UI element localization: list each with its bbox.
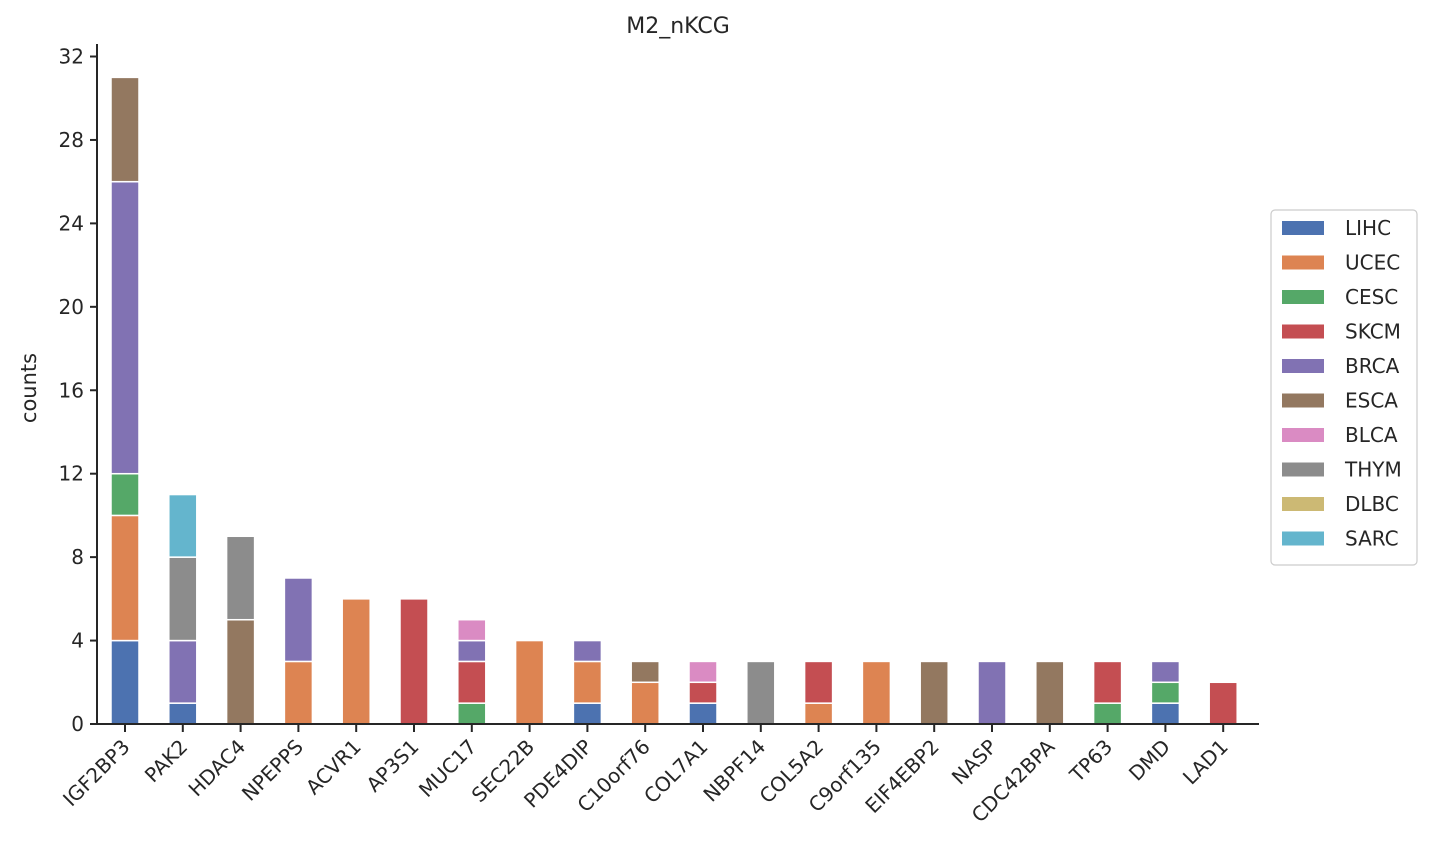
legend-swatch-cesc [1282,290,1324,304]
bar-segment-pak2-sarc [168,493,198,558]
bar-segment-c10orf76-esca [630,660,660,684]
y-tick-label: 16 [59,378,84,402]
legend-swatch-blca [1282,428,1324,442]
legend-label-brca: BRCA [1345,354,1400,378]
x-tick-label: NPEPPS [237,735,308,806]
bar-segment-igf2bp3-ucec [110,514,140,642]
x-tick-label: AP3S1 [361,735,423,797]
y-tick-label: 8 [71,545,84,569]
bar-segment-muc17-blca [457,618,487,642]
bar-segment-lad1-skcm [1208,681,1238,725]
y-tick-label: 20 [59,295,84,319]
bar-segment-cdc42bpa-esca [1035,660,1065,725]
bar-segment-pak2-thym [168,556,198,642]
legend-label-dlbc: DLBC [1345,492,1399,516]
legend-swatch-sarc [1282,531,1324,546]
bar-segment-dmd-lihc [1150,702,1181,725]
legend-label-esca: ESCA [1345,389,1398,413]
bar-segment-muc17-brca [457,639,487,663]
y-tick-label: 24 [59,211,84,235]
bar-segment-tp63-cesc [1092,702,1123,725]
bar-segment-dmd-brca [1150,660,1181,684]
bar-segment-dmd-cesc [1150,681,1181,704]
bars-layer [110,76,1238,725]
bar-segment-col7a1-blca [688,660,718,684]
legend-label-blca: BLCA [1345,423,1398,447]
y-axis-label: counts [17,353,41,423]
bar-segment-acvr1-ucec [341,598,371,725]
bar-segment-nbpf14-thym [746,660,776,725]
bar-segment-pak2-brca [168,639,198,704]
bar-segment-muc17-skcm [457,660,487,704]
x-tick-label: COL7A1 [639,735,713,809]
bar-segment-ap3s1-skcm [399,598,429,725]
legend-swatch-dlbc [1282,497,1324,511]
legend-label-sarc: SARC [1345,527,1399,551]
y-tick-label: 4 [71,629,84,653]
bar-segment-pde4dip-brca [572,639,603,663]
bar-segment-npepps-ucec [283,660,314,725]
bar-segment-col7a1-lihc [688,702,718,725]
bar-segment-muc17-cesc [457,702,487,725]
bar-segment-sec22b-ucec [514,639,545,725]
y-tick-label: 0 [71,712,84,736]
legend-swatch-esca [1282,393,1324,408]
bar-segment-col7a1-skcm [688,681,718,704]
bar-segment-col5a2-skcm [803,660,834,704]
x-tick-label: IGF2BP3 [58,735,134,811]
x-tick-label: PAK2 [140,735,193,788]
bar-segment-hdac4-thym [225,535,256,621]
y-tick-label: 28 [59,128,84,152]
bar-segment-c9orf135-ucec [861,660,892,725]
bar-segment-igf2bp3-brca [110,180,140,475]
bar-segment-nasp-brca [977,660,1007,725]
y-tick-label: 32 [59,45,84,69]
bar-segment-eif4ebp2-esca [919,660,949,725]
y-tick-label: 12 [59,462,84,486]
bar-segment-c10orf76-ucec [630,681,660,725]
legend-swatch-thym [1282,462,1324,477]
x-tick-label: LAD1 [1178,735,1233,790]
bar-segment-igf2bp3-cesc [110,472,140,517]
legend-swatch-ucec [1282,255,1324,270]
x-tick-label: TP63 [1064,735,1117,788]
bar-segment-col5a2-ucec [803,702,834,725]
x-tick-label: NASP [947,735,1002,790]
bar-segment-tp63-skcm [1092,660,1123,704]
bar-segment-igf2bp3-lihc [110,639,140,725]
x-tick-label: DMD [1124,735,1175,786]
legend-swatch-brca [1282,359,1324,373]
chart-title: M2_nKCG [626,14,730,39]
legend-label-skcm: SKCM [1345,320,1401,344]
legend-label-cesc: CESC [1345,285,1398,309]
legend-label-ucec: UCEC [1345,251,1400,275]
bar-segment-pak2-lihc [168,702,198,725]
legend-label-lihc: LIHC [1345,216,1391,240]
legend: LIHC UCEC CESC SKCM BRCA ESCA BLCA THYM DLBC SARC [1270,209,1418,566]
legend-swatch-lihc [1282,221,1324,235]
bar-segment-igf2bp3-esca [110,76,140,183]
bar-segment-hdac4-esca [225,618,256,725]
bar-segment-pde4dip-ucec [572,660,603,704]
bar-segment-pde4dip-lihc [572,702,603,725]
bar-segment-npepps-brca [283,577,314,663]
x-tick-label: ACVR1 [301,735,366,800]
legend-swatch-skcm [1282,324,1324,339]
legend-label-thym: THYM [1344,458,1402,482]
